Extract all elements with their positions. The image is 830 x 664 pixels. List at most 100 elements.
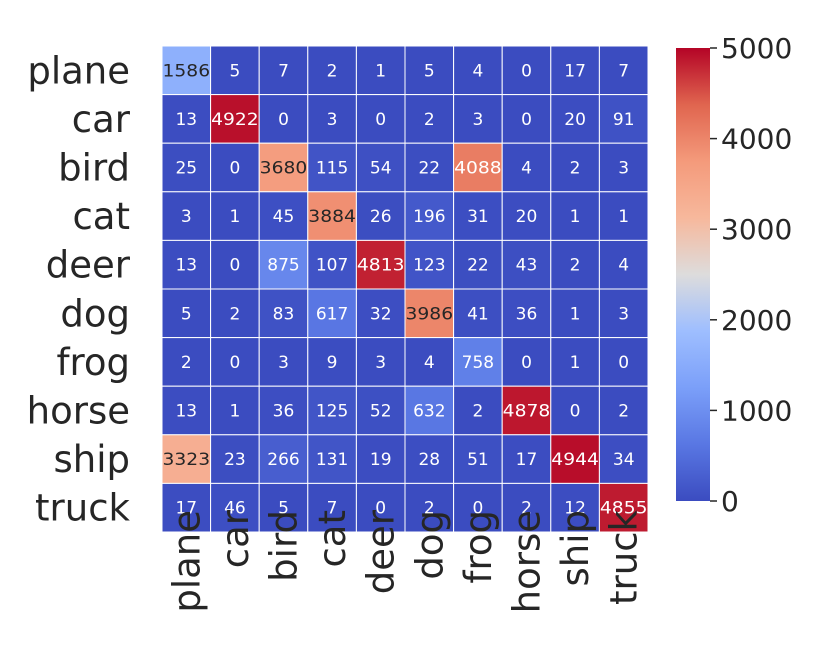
heatmap-cell bbox=[501, 337, 552, 387]
cell-value-label: 0 bbox=[375, 110, 386, 130]
cell-value-label: 0 bbox=[618, 353, 629, 373]
row-label: truck bbox=[35, 487, 131, 530]
heatmap-cell bbox=[258, 385, 309, 436]
heatmap-cell bbox=[453, 482, 503, 533]
heatmap-cell bbox=[550, 434, 600, 484]
heatmap-cell bbox=[161, 142, 212, 193]
cell-value-label: 1 bbox=[375, 61, 386, 81]
heatmap-cell bbox=[598, 482, 649, 533]
heatmap-cell bbox=[598, 191, 649, 241]
cell-value-label: 2 bbox=[424, 110, 435, 130]
heatmap-cell bbox=[161, 434, 212, 484]
heatmap-cell bbox=[355, 239, 406, 290]
cell-value-label: 12 bbox=[564, 499, 586, 519]
heatmap-cell bbox=[404, 239, 455, 290]
colorbar: 0 1000 2000 3000 4000 5000 bbox=[676, 32, 792, 518]
heatmap-cell bbox=[210, 434, 260, 484]
col-label: car bbox=[214, 509, 257, 568]
cell-value-label: 0 bbox=[521, 110, 532, 130]
heatmap-cell bbox=[501, 45, 552, 96]
cell-value-label: 1 bbox=[618, 207, 629, 227]
cell-value-label: 3 bbox=[327, 110, 338, 130]
cell-value-label: 54 bbox=[370, 159, 392, 179]
cell-value-label: 52 bbox=[370, 402, 392, 422]
heatmap-cell bbox=[598, 142, 649, 193]
colorbar-tick-label: 5000 bbox=[721, 32, 792, 65]
heatmap-cell bbox=[210, 94, 260, 144]
heatmap-cell bbox=[550, 482, 600, 533]
cell-value-label: 632 bbox=[413, 402, 445, 422]
col-label: cat bbox=[311, 510, 354, 568]
cell-value-label: 3 bbox=[472, 110, 483, 130]
heatmap-cell bbox=[550, 288, 600, 339]
heatmap-cell bbox=[258, 288, 309, 339]
cell-value-label: 2 bbox=[424, 499, 435, 519]
row-label: cat bbox=[72, 195, 130, 238]
heatmap-cell bbox=[307, 385, 357, 436]
cell-value-label: 4 bbox=[424, 353, 435, 373]
cell-value-label: 36 bbox=[273, 402, 295, 422]
cell-value-label: 1 bbox=[229, 402, 240, 422]
cell-value-label: 125 bbox=[316, 402, 348, 422]
cell-value-label: 20 bbox=[564, 110, 586, 130]
heatmap-cell bbox=[355, 434, 406, 484]
cell-value-label: 20 bbox=[516, 207, 538, 227]
cell-value-label: 2 bbox=[181, 353, 192, 373]
cell-value-label: 43 bbox=[516, 256, 538, 276]
heatmap-cell bbox=[307, 337, 357, 387]
heatmap-cell bbox=[210, 482, 260, 533]
heatmap-cell bbox=[210, 239, 260, 290]
heatmap-cell bbox=[355, 288, 406, 339]
cell-value-label: 13 bbox=[175, 110, 197, 130]
col-label: frog bbox=[457, 510, 500, 584]
cell-value-label: 7 bbox=[327, 499, 338, 519]
heatmap-cell bbox=[210, 45, 260, 96]
cell-value-label: 875 bbox=[267, 256, 299, 276]
heatmap-cell bbox=[550, 337, 600, 387]
cell-value-label: 0 bbox=[521, 353, 532, 373]
cell-value-label: 1 bbox=[229, 207, 240, 227]
cell-value-label: 3884 bbox=[308, 207, 356, 227]
cell-value-label: 758 bbox=[462, 353, 494, 373]
cell-value-label: 4088 bbox=[454, 159, 502, 179]
heatmap-cell bbox=[161, 482, 212, 533]
heatmap-cell bbox=[161, 45, 212, 96]
col-label: dog bbox=[408, 510, 451, 580]
heatmap-cell bbox=[404, 288, 455, 339]
cell-value-label: 123 bbox=[413, 256, 445, 276]
cell-value-label: 107 bbox=[316, 256, 348, 276]
cell-value-label: 2 bbox=[521, 499, 532, 519]
cell-value-label: 0 bbox=[375, 499, 386, 519]
heatmap-cell bbox=[161, 191, 212, 241]
heatmap-cell bbox=[598, 45, 649, 96]
heatmap-cell bbox=[501, 482, 552, 533]
cell-value-label: 41 bbox=[467, 304, 489, 324]
row-label: frog bbox=[56, 341, 130, 384]
heatmap-cell bbox=[210, 385, 260, 436]
row-label: car bbox=[72, 98, 131, 141]
cell-value-label: 4878 bbox=[503, 402, 551, 422]
cell-value-label: 3 bbox=[375, 353, 386, 373]
heatmap-cell bbox=[307, 288, 357, 339]
row-label: plane bbox=[27, 49, 130, 92]
cell-value-label: 3680 bbox=[260, 159, 308, 179]
cell-value-label: 0 bbox=[521, 61, 532, 81]
cell-value-label: 131 bbox=[316, 450, 348, 470]
cell-value-label: 22 bbox=[418, 159, 440, 179]
heatmap-cell bbox=[453, 191, 503, 241]
col-label: horse bbox=[506, 510, 549, 613]
heatmap-cell bbox=[550, 142, 600, 193]
heatmap-cell bbox=[258, 434, 309, 484]
cell-value-label: 5 bbox=[229, 61, 240, 81]
colorbar-gradient bbox=[676, 48, 710, 501]
heatmap-cell bbox=[258, 142, 309, 193]
cell-value-label: 28 bbox=[418, 450, 440, 470]
cell-value-label: 2 bbox=[472, 402, 483, 422]
col-label: bird bbox=[263, 510, 306, 582]
heatmap-cell bbox=[453, 337, 503, 387]
cell-value-label: 5 bbox=[278, 499, 289, 519]
row-labels: plane car bird cat deer dog frog horse ship truck bbox=[27, 49, 131, 529]
cell-value-label: 1 bbox=[570, 207, 581, 227]
